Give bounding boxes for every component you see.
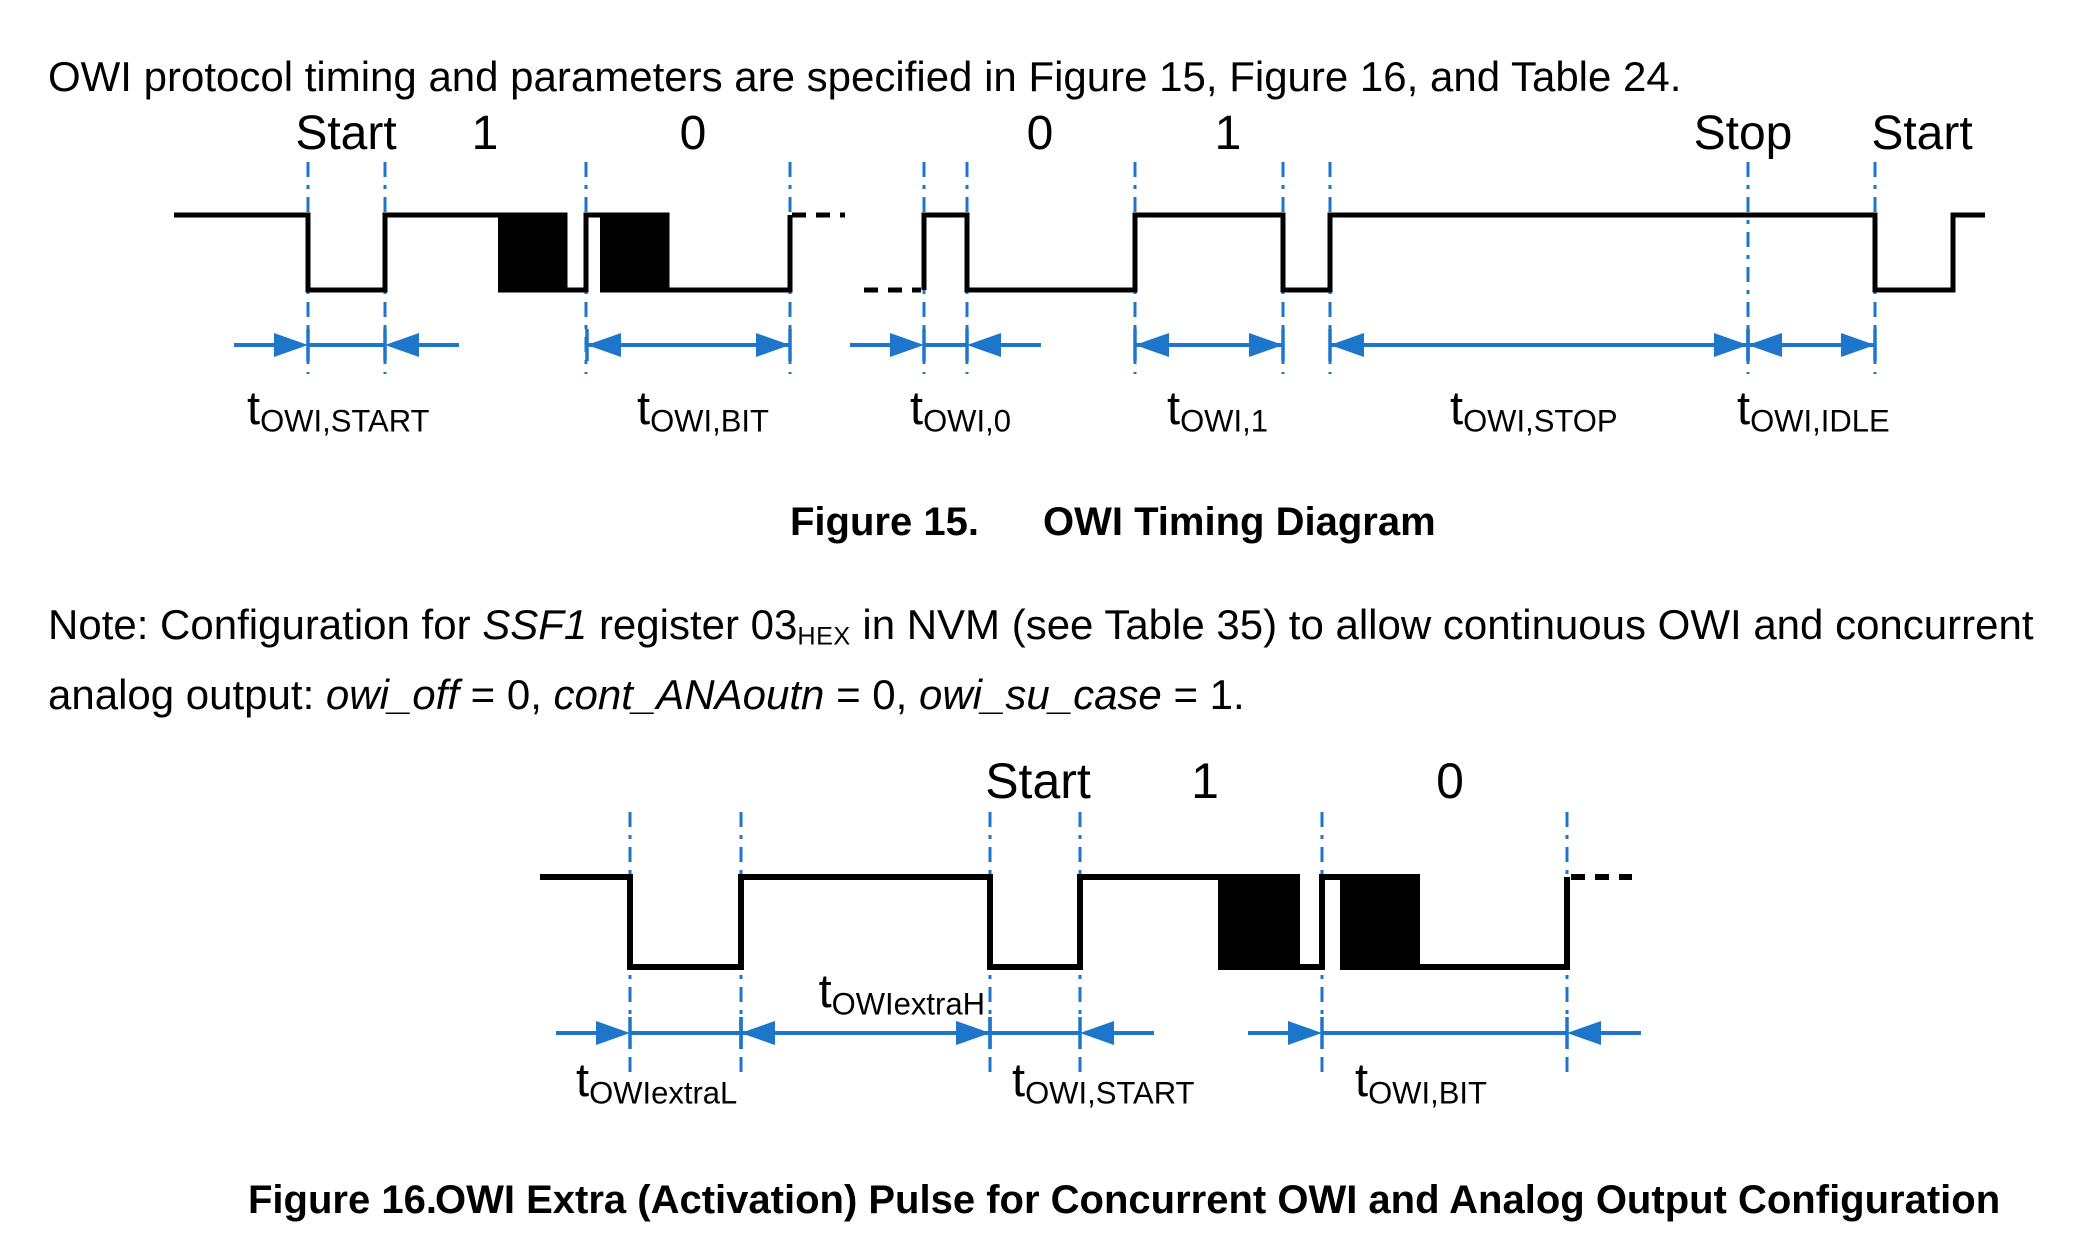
text-segment: owi_su_case: [918, 670, 1162, 718]
timing-parameter-label: tOWI,START: [247, 381, 430, 439]
text-segment: owi_off: [325, 670, 459, 718]
text-segment: = 0,: [824, 670, 919, 718]
figure16-caption-title: OWI Extra (Activation) Pulse for Concurr…: [435, 1178, 2001, 1222]
figure15-timing-waveform: [174, 162, 1985, 374]
note-line-1: Note: Configuration for SSF1 register 03…: [48, 596, 2078, 666]
text-segment: Note: Configuration for: [48, 601, 483, 648]
timing-parameter-label: tOWI,1: [1167, 381, 1268, 439]
bit-label: Start: [1871, 107, 1973, 160]
text-segment: register 03: [587, 601, 798, 648]
bit-label: 0: [1026, 107, 1054, 160]
timing-parameter-label: tOWI,BIT: [637, 381, 769, 439]
timing-parameter-label: tOWI,STOP: [1450, 381, 1618, 439]
text-segment: in NVM (see Table 35) to allow continuou…: [850, 601, 2034, 648]
bit-label: 1: [1214, 107, 1242, 160]
text-segment: SSF1: [482, 601, 588, 648]
bit-label: Start: [295, 107, 397, 160]
bit-label: 1: [1191, 753, 1219, 809]
timing-parameter-label: tOWI,IDLE: [1737, 381, 1890, 439]
figure15-caption-title: OWI Timing Diagram: [1043, 500, 1436, 544]
note-line-2: analog output: owi_off = 0, cont_ANAoutn…: [48, 666, 2078, 723]
text-segment: HEX: [797, 622, 851, 651]
bit-label: 0: [679, 107, 707, 160]
note-paragraph: Note: Configuration for SSF1 register 03…: [48, 596, 2078, 723]
timing-parameter-label: tOWIextraL: [576, 1053, 738, 1111]
figure16-caption-number: Figure 16.: [248, 1178, 437, 1222]
timing-parameter-label: tOWI,0: [910, 381, 1011, 439]
text-segment: = 1.: [1161, 670, 1245, 718]
timing-parameter-label: tOWI,BIT: [1355, 1053, 1487, 1111]
bit-label: Stop: [1693, 107, 1793, 160]
text-segment: analog output:: [48, 670, 326, 718]
bit-label: 0: [1436, 753, 1464, 809]
text-segment: cont_ANAoutn: [553, 670, 825, 718]
figure16-timing-waveform: [540, 812, 1641, 1072]
timing-parameter-label: tOWI,START: [1012, 1053, 1195, 1111]
figure15-caption-number: Figure 15.: [790, 500, 979, 544]
text-segment: = 0,: [458, 670, 554, 718]
intro-paragraph: OWI protocol timing and parameters are s…: [48, 53, 1682, 100]
bit-label: Start: [985, 753, 1091, 809]
bit-label: 1: [471, 107, 499, 160]
timing-parameter-label: tOWIextraH: [818, 964, 985, 1022]
